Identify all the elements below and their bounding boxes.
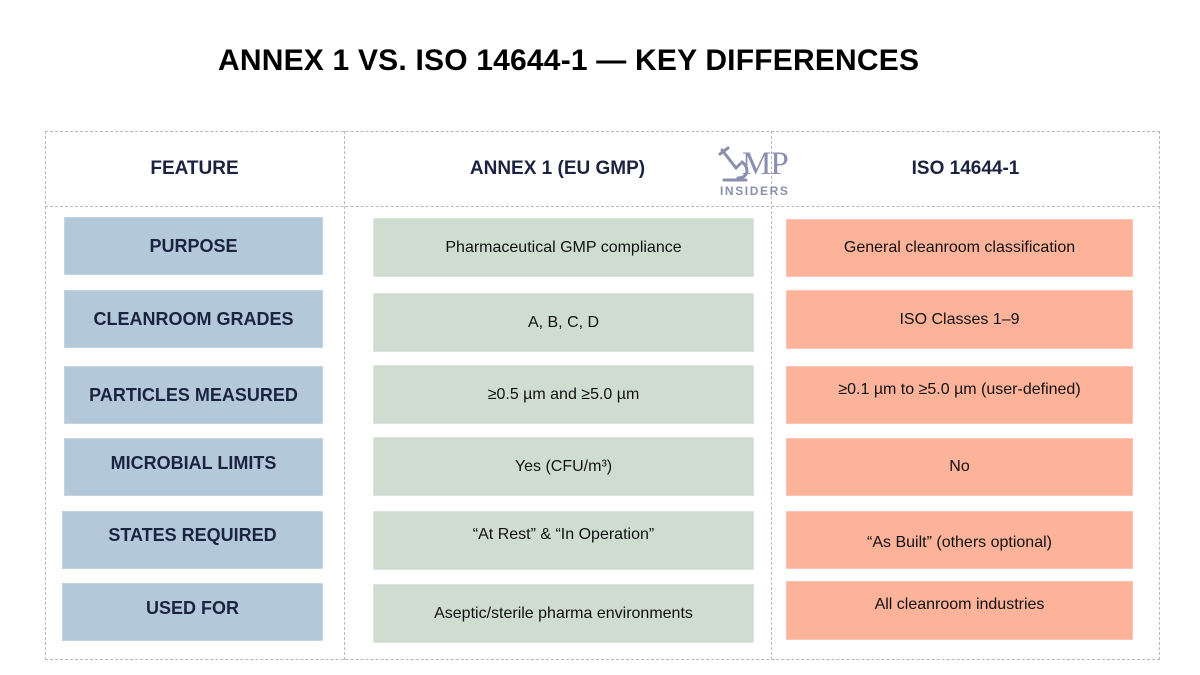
annex-cell: A, B, C, D xyxy=(373,293,754,352)
annex-cell: Pharmaceutical GMP compliance xyxy=(373,218,754,277)
page-title: ANNEX 1 VS. ISO 14644-1 — KEY DIFFERENCE… xyxy=(218,44,920,77)
logo-insiders-text: INSIDERS xyxy=(720,184,790,198)
feature-cell: STATES REQUIRED xyxy=(62,511,323,569)
annex-cell: ≥0.5 µm and ≥5.0 µm xyxy=(373,365,754,424)
iso-cell: “As Built” (others optional) xyxy=(786,511,1133,569)
header-iso: ISO 14644-1 xyxy=(911,157,1020,179)
feature-cell: PARTICLES MEASURED xyxy=(64,366,323,424)
iso-cell: ≥0.1 µm to ≥5.0 µm (user-defined) xyxy=(786,366,1133,424)
annex-cell: Aseptic/sterile pharma environments xyxy=(373,584,754,643)
iso-cell: General cleanroom classification xyxy=(786,219,1133,277)
header-feature: FEATURE xyxy=(150,157,239,179)
header-divider xyxy=(45,206,1160,207)
logo-mp-text: MP xyxy=(742,146,789,182)
feature-cell: MICROBIAL LIMITS xyxy=(64,438,323,496)
feature-cell: USED FOR xyxy=(62,583,323,641)
comparison-table xyxy=(45,131,1160,660)
feature-cell: PURPOSE xyxy=(64,217,323,275)
iso-cell: All cleanroom industries xyxy=(786,581,1133,640)
gmp-insiders-logo: MP INSIDERS xyxy=(716,144,802,200)
feature-cell: CLEANROOM GRADES xyxy=(64,290,323,348)
iso-cell: ISO Classes 1–9 xyxy=(786,290,1133,349)
column-divider-2 xyxy=(771,131,772,660)
header-annex: ANNEX 1 (EU GMP) xyxy=(469,157,646,179)
column-divider-1 xyxy=(344,131,345,660)
annex-cell: “At Rest” & “In Operation” xyxy=(373,511,754,570)
annex-cell: Yes (CFU/m³) xyxy=(373,437,754,496)
iso-cell: No xyxy=(786,438,1133,496)
microscope-icon xyxy=(718,146,749,182)
